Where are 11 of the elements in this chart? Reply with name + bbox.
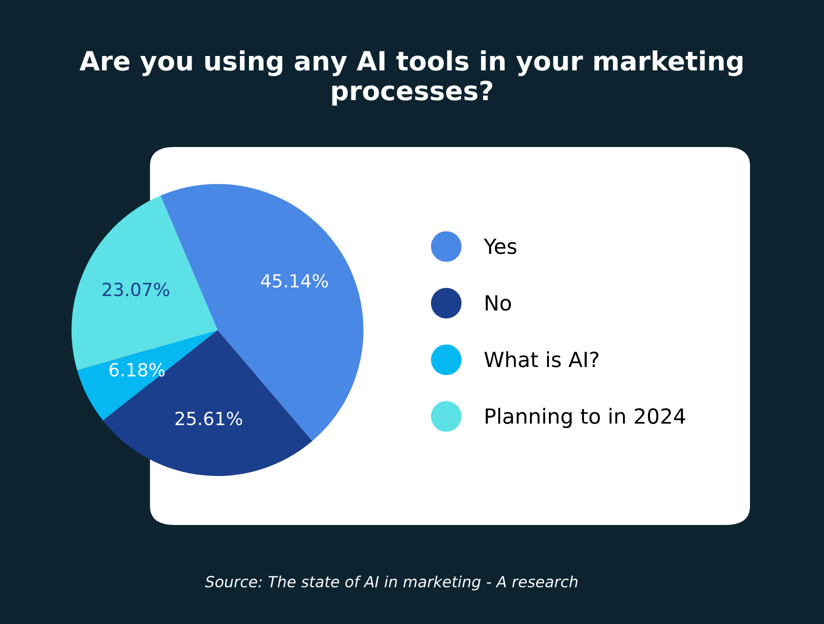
source-note: Source: The state of AI in marketing - A research: [205, 576, 578, 590]
chart-title: Are you using any AI tools in your marketing processes?: [80, 50, 742, 106]
legend-label: What is AI?: [484, 351, 598, 368]
data-label: 6.18%: [110, 362, 165, 377]
data-label: 23.07%: [102, 282, 170, 296]
data-label: 45.14%: [260, 274, 328, 288]
data-label: 25.61%: [176, 412, 242, 426]
legend-label: No: [486, 295, 511, 311]
legend-label: Yes: [484, 238, 516, 254]
legend-label: Planning to in 2024: [486, 408, 686, 428]
pie-slice: [102, 330, 312, 476]
